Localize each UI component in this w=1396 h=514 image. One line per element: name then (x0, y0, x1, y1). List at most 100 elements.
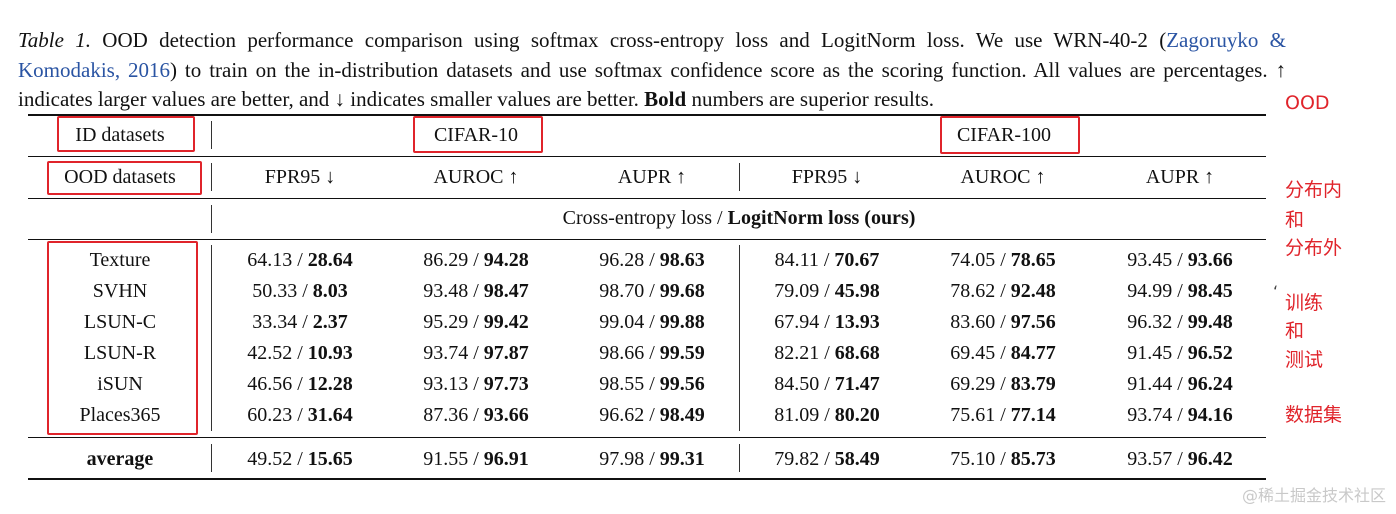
baseline-value: 98.55 / (599, 373, 660, 395)
baseline-value: 79.82 / (774, 448, 835, 470)
table-cell: 93.57 / 96.42 (1127, 448, 1233, 471)
caption-label: Table 1. (18, 28, 91, 52)
annotation-ood: OOD (1285, 92, 1330, 114)
highlight-box (57, 116, 195, 152)
table-cell: 93.13 / 97.73 (423, 373, 529, 396)
group-cifar10: CIFAR-10 (433, 124, 519, 146)
metric-header: FPR95 ↓ (791, 166, 863, 188)
logitnorm-value: 28.64 (307, 249, 353, 271)
logitnorm-value: 96.52 (1187, 342, 1233, 364)
logitnorm-value: 99.31 (659, 448, 705, 470)
baseline-value: 95.29 / (423, 311, 484, 333)
table-cell: 64.13 / 28.64 (247, 249, 353, 272)
logitnorm-value: 83.79 (1010, 373, 1056, 395)
table-cell: 84.50 / 71.47 (774, 373, 880, 396)
highlight-box (413, 116, 543, 153)
baseline-value: 99.04 / (599, 311, 660, 333)
table-cell: 98.55 / 99.56 (599, 373, 705, 396)
baseline-value: 60.23 / (247, 404, 308, 426)
baseline-value: 96.28 / (599, 249, 660, 271)
logitnorm-value: 93.66 (1187, 249, 1233, 271)
baseline-value: 74.05 / (950, 249, 1011, 271)
annotation-tick: ‘ (1273, 282, 1279, 301)
logitnorm-value: 71.47 (834, 373, 880, 395)
baseline-value: 96.32 / (1127, 311, 1188, 333)
table-cell: 91.45 / 96.52 (1127, 342, 1233, 365)
annotation-and: 和 (1285, 320, 1305, 342)
baseline-value: 98.66 / (599, 342, 660, 364)
logitnorm-value: 99.56 (659, 373, 705, 395)
table-cell: 91.44 / 96.24 (1127, 373, 1233, 396)
id-datasets-label: ID datasets (75, 124, 165, 146)
table-cell: 78.62 / 92.48 (950, 280, 1056, 303)
table-cell: 96.32 / 99.48 (1127, 311, 1233, 334)
logitnorm-value: 98.47 (483, 280, 529, 302)
metric-header: FPR95 ↓ (264, 166, 336, 188)
baseline-value: 91.45 / (1127, 342, 1188, 364)
divider-line (739, 245, 740, 431)
baseline-value: 79.09 / (774, 280, 835, 302)
table-cell: 93.74 / 97.87 (423, 342, 529, 365)
baseline-value: 69.29 / (950, 373, 1011, 395)
logitnorm-value: 97.87 (483, 342, 529, 364)
logitnorm-value: 58.49 (834, 448, 880, 470)
logitnorm-value: 99.42 (483, 311, 529, 333)
baseline-value: 91.55 / (423, 448, 484, 470)
baseline-value: 87.36 / (423, 404, 484, 426)
baseline-value: 42.52 / (247, 342, 308, 364)
table-cell: 69.45 / 84.77 (950, 342, 1056, 365)
metric-header: AUROC ↑ (960, 166, 1046, 188)
table-cell: 82.21 / 68.68 (774, 342, 880, 365)
table-cell: 86.29 / 94.28 (423, 249, 529, 272)
metric-header: AUPR ↑ (617, 166, 687, 188)
annotation-test: 测试 (1285, 349, 1324, 371)
subheader-rule (28, 239, 1266, 240)
logitnorm-value: 8.03 (312, 280, 348, 302)
baseline-value: 86.29 / (423, 249, 484, 271)
table-cell: 42.52 / 10.93 (247, 342, 353, 365)
body-rule (28, 437, 1266, 438)
baseline-value: 97.98 / (599, 448, 660, 470)
table-caption: Table 1. OOD detection performance compa… (18, 26, 1286, 115)
dataset-name: SVHN (92, 280, 148, 302)
table-cell: 83.60 / 97.56 (950, 311, 1056, 334)
logitnorm-value: 98.49 (659, 404, 705, 426)
divider-line (211, 121, 212, 149)
caption-text-1: OOD detection performance comparison usi… (90, 28, 1167, 52)
annotation-and: 和 (1285, 209, 1305, 231)
logitnorm-value: 85.73 (1010, 448, 1056, 470)
average-label: average (86, 448, 154, 470)
highlight-box (47, 161, 202, 195)
table-cell: 67.94 / 13.93 (774, 311, 880, 334)
baseline-value: 69.45 / (950, 342, 1011, 364)
dataset-name: iSUN (97, 373, 143, 395)
table-cell: 95.29 / 99.42 (423, 311, 529, 334)
baseline-value: 93.74 / (423, 342, 484, 364)
logitnorm-value: 10.93 (307, 342, 353, 364)
baseline-value: 98.70 / (599, 280, 660, 302)
logitnorm-value: 77.14 (1010, 404, 1056, 426)
subheader-bold: LogitNorm loss (ours) (727, 207, 916, 229)
logitnorm-value: 94.16 (1187, 404, 1233, 426)
dataset-name: LSUN-R (83, 342, 157, 364)
table-cell: 97.98 / 99.31 (599, 448, 705, 471)
metric-header: AUPR ↑ (1145, 166, 1215, 188)
table-cell: 93.45 / 93.66 (1127, 249, 1233, 272)
caption-citation-link[interactable]: Zagoruyko & Komodakis, 2016 (18, 28, 1286, 82)
table-cell: 93.74 / 94.16 (1127, 404, 1233, 427)
divider-line (739, 163, 740, 191)
baseline-value: 46.56 / (247, 373, 308, 395)
caption-text-3: numbers are superior results. (686, 87, 935, 111)
logitnorm-value: 45.98 (834, 280, 880, 302)
metric-rule (28, 198, 1266, 199)
logitnorm-value: 99.88 (659, 311, 705, 333)
table-cell: 74.05 / 78.65 (950, 249, 1056, 272)
logitnorm-value: 84.77 (1010, 342, 1056, 364)
logitnorm-value: 97.56 (1010, 311, 1056, 333)
table-cell: 98.70 / 99.68 (599, 280, 705, 303)
logitnorm-value: 98.45 (1187, 280, 1233, 302)
annotation-out-dist: 分布外 (1285, 237, 1343, 259)
table-cell: 60.23 / 31.64 (247, 404, 353, 427)
baseline-value: 84.11 / (774, 249, 835, 271)
logitnorm-value: 99.68 (659, 280, 705, 302)
